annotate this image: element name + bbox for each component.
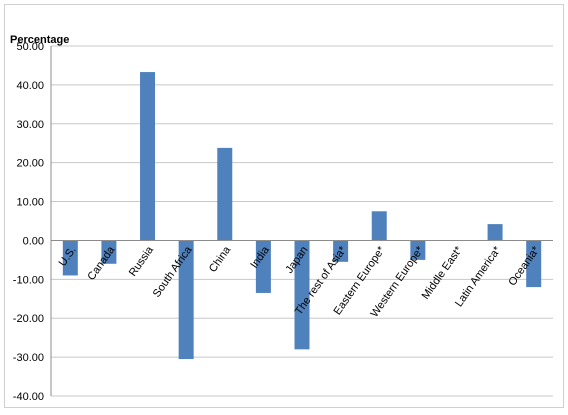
bars — [62, 72, 542, 360]
bar — [140, 72, 156, 241]
bar — [178, 240, 194, 360]
y-tick-label: 30.00 — [16, 119, 44, 131]
bar — [487, 224, 503, 241]
category-label: China — [207, 244, 234, 275]
y-tick-label: -20.00 — [13, 313, 44, 325]
y-tick-label: -40.00 — [13, 391, 44, 403]
y-tick-label: -30.00 — [13, 352, 44, 364]
y-tick-label: 40.00 — [16, 80, 44, 92]
bar — [255, 240, 271, 293]
chart-frame — [4, 4, 564, 408]
y-tick-label: -10.00 — [13, 274, 44, 286]
y-tick-label: 10.00 — [16, 197, 44, 209]
bar — [410, 240, 426, 260]
axes — [50, 46, 553, 396]
bar — [217, 147, 233, 241]
bar — [101, 240, 117, 264]
y-tick-label: 0.00 — [23, 235, 44, 247]
category-label: Russia — [127, 244, 157, 279]
y-tick-label: 20.00 — [16, 158, 44, 170]
bar — [526, 240, 542, 288]
bar — [62, 240, 78, 276]
bar — [371, 211, 387, 241]
bar — [294, 240, 310, 350]
bar — [333, 240, 349, 262]
y-tick-label: 50.00 — [16, 41, 44, 53]
y-tick-labels: 50.00 40.00 30.00 20.00 10.00 0.00 -10.00 -20.0… — [13, 41, 44, 403]
y-axis-label: Percentage — [10, 34, 69, 46]
